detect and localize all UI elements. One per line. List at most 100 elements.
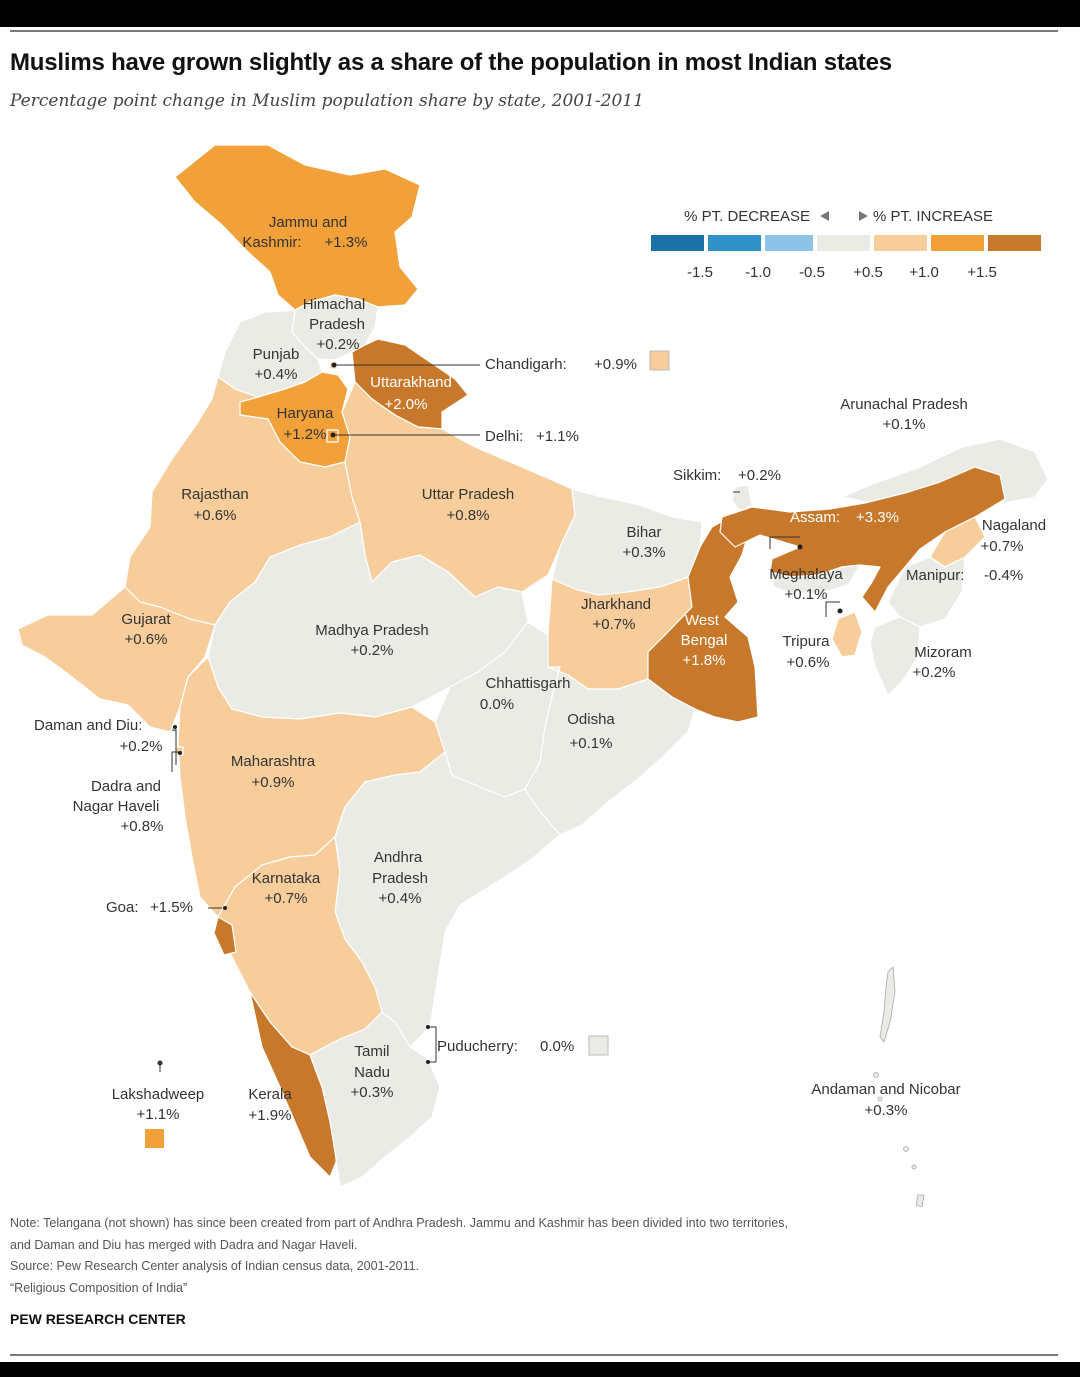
label-haryana-value: +1.2% xyxy=(284,426,327,443)
label-nagaland-name: Nagaland xyxy=(982,517,1046,534)
source-title-line: “Religious Composition of India” xyxy=(10,1280,188,1295)
label-west-bengal-name2: Bengal xyxy=(681,632,728,649)
label-rajasthan-value: +0.6% xyxy=(194,507,237,524)
label-manipur-value: -0.4% xyxy=(984,567,1023,584)
label-andaman-value: +0.3% xyxy=(865,1102,908,1119)
label-maharashtra-name: Maharashtra xyxy=(231,753,316,770)
legend-tick: -1.0 xyxy=(745,264,771,281)
bottom-rule xyxy=(10,1354,1058,1356)
state-labels: Jammu and Kashmir: +1.3% Himachal Prades… xyxy=(34,214,1046,1124)
label-andhra-value: +0.4% xyxy=(379,890,422,907)
label-dadra-name: Dadra and xyxy=(91,778,161,795)
label-uttar-pradesh-name: Uttar Pradesh xyxy=(422,486,515,503)
region-jammu-kashmir xyxy=(174,144,421,311)
label-delhi-name: Delhi: xyxy=(485,428,523,445)
label-manipur-name: Manipur: xyxy=(906,567,964,584)
leader-dots xyxy=(173,362,843,1064)
region-meghalaya xyxy=(769,564,861,594)
label-uttar-pradesh-value: +0.8% xyxy=(447,507,490,524)
label-goa-name: Goa: xyxy=(106,899,139,916)
label-tamil-nadu-name2: Nadu xyxy=(354,1064,390,1081)
label-mizoram-value: +0.2% xyxy=(913,664,956,681)
source-line: Source: Pew Research Center analysis of … xyxy=(10,1259,420,1273)
label-karnataka-name: Karnataka xyxy=(252,870,321,887)
label-kerala-value: +1.9% xyxy=(249,1107,292,1124)
legend-tick: -0.5 xyxy=(799,264,825,281)
label-punjab-value: +0.4% xyxy=(255,366,298,383)
label-puducherry-value: 0.0% xyxy=(540,1038,574,1055)
label-sikkim-value: +0.2% xyxy=(738,467,781,484)
label-chhattisgarh-value: 0.0% xyxy=(480,696,514,713)
label-dadra-value: +0.8% xyxy=(121,818,164,835)
label-andhra-name: Andhra xyxy=(374,849,423,866)
region-sikkim xyxy=(731,484,753,512)
legend-tick: +1.5 xyxy=(967,264,997,281)
label-punjab-name: Punjab xyxy=(253,346,300,363)
label-tripura-name: Tripura xyxy=(783,633,831,650)
label-arunachal-value: +0.1% xyxy=(883,416,926,433)
label-nagaland-value: +0.7% xyxy=(981,538,1024,555)
left-arrow-icon xyxy=(820,211,829,221)
label-maharashtra-value: +0.9% xyxy=(252,774,295,791)
leader-lines xyxy=(159,364,840,1072)
region-mizoram xyxy=(869,616,921,696)
label-odisha-name: Odisha xyxy=(567,711,615,728)
legend-tick: +0.5 xyxy=(853,264,883,281)
label-uttarakhand-name: Uttarakhand xyxy=(370,374,452,391)
legend: % PT. DECREASE % PT. INCREASE -1.5 -1.0 … xyxy=(651,208,1041,281)
label-lakshadweep-name: Lakshadweep xyxy=(112,1086,205,1103)
legend-swatch-neutral xyxy=(817,235,870,251)
right-arrow-icon xyxy=(859,211,868,221)
chandigarh-swatch xyxy=(649,350,670,371)
label-jammu-kashmir-value: +1.3% xyxy=(325,234,368,251)
label-chandigarh-value: +0.9% xyxy=(594,356,637,373)
label-jammu-kashmir-name2: Kashmir: xyxy=(242,234,301,251)
label-assam-value: +3.3% xyxy=(856,509,899,526)
island-shapes xyxy=(157,966,925,1207)
label-bihar-name: Bihar xyxy=(626,524,661,541)
label-chhattisgarh-name: Chhattisgarh xyxy=(485,675,570,692)
label-west-bengal-value: +1.8% xyxy=(683,652,726,669)
legend-tick: -1.5 xyxy=(687,264,713,281)
legend-swatch-dec-05 xyxy=(765,235,813,251)
label-odisha-value: +0.1% xyxy=(570,735,613,752)
legend-swatch-dec-15 xyxy=(651,235,704,251)
footnote: Note: Telangana (not shown) has since be… xyxy=(10,1213,1060,1299)
label-west-bengal-name: West xyxy=(685,612,720,629)
label-himachal-value: +0.2% xyxy=(317,336,360,353)
label-rajasthan-name: Rajasthan xyxy=(181,486,249,503)
label-daman-diu-value: +0.2% xyxy=(120,738,163,755)
label-meghalaya-name: Meghalaya xyxy=(769,566,843,583)
legend-swatch-inc-10 xyxy=(931,235,984,251)
label-daman-diu-name: Daman and Diu: xyxy=(34,717,142,734)
legend-swatch-inc-05 xyxy=(874,235,927,251)
footnote-line: and Daman and Diu has merged with Dadra … xyxy=(10,1237,358,1252)
label-jharkhand-name: Jharkhand xyxy=(581,596,651,613)
footnote-line: Note: Telangana (not shown) has since be… xyxy=(10,1216,788,1230)
label-tamil-nadu-name: Tamil xyxy=(354,1043,389,1060)
legend-increase-label: % PT. INCREASE xyxy=(873,208,993,225)
label-gujarat-name: Gujarat xyxy=(121,611,171,628)
label-delhi-value: +1.1% xyxy=(536,428,579,445)
state-shapes xyxy=(17,144,1049,1188)
label-himachal-name2: Pradesh xyxy=(309,316,365,333)
label-madhya-pradesh-name: Madhya Pradesh xyxy=(315,622,428,639)
pew-research-credit: PEW RESEARCH CENTER xyxy=(10,1311,186,1327)
label-karnataka-value: +0.7% xyxy=(265,890,308,907)
top-rule xyxy=(10,30,1058,32)
label-kerala-name: Kerala xyxy=(248,1086,292,1103)
label-goa-value: +1.5% xyxy=(150,899,193,916)
label-tamil-nadu-value: +0.3% xyxy=(351,1084,394,1101)
label-lakshadweep-value: +1.1% xyxy=(137,1106,180,1123)
region-manipur xyxy=(887,556,966,628)
label-chandigarh-name: Chandigarh: xyxy=(485,356,567,373)
label-dadra-name2: Nagar Haveli xyxy=(73,798,160,815)
page-subtitle: Percentage point change in Muslim popula… xyxy=(10,91,644,111)
india-map: % PT. DECREASE % PT. INCREASE -1.5 -1.0 … xyxy=(17,144,1049,1207)
label-himachal-name: Himachal xyxy=(303,296,366,313)
region-bihar xyxy=(551,488,703,596)
label-uttarakhand-value: +2.0% xyxy=(385,396,428,413)
label-mizoram-name: Mizoram xyxy=(914,644,972,661)
label-jharkhand-value: +0.7% xyxy=(593,616,636,633)
legend-decrease-label: % PT. DECREASE xyxy=(684,208,810,225)
